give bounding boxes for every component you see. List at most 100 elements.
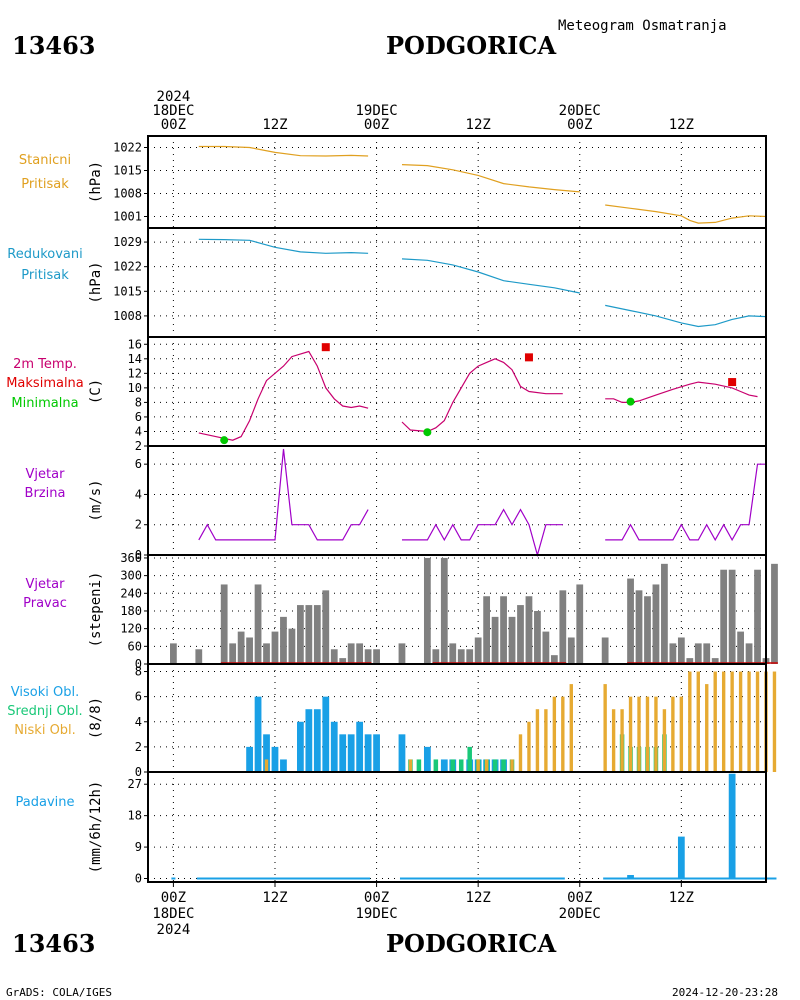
y-tick-label: 180 [120,604,142,618]
direction-bar [423,557,431,664]
series-line [401,164,580,193]
panel-label: Padavine [16,795,75,810]
direction-bar [364,649,372,664]
y-tick-label: 360 [120,551,142,565]
y-tick-label: 2 [135,740,142,754]
top-time-label: 00Z [364,117,389,133]
y-tick-label: 1022 [113,141,142,155]
y-axis-label: (hPa) [88,161,104,203]
y-tick-label: 1015 [113,164,142,178]
direction-bar [754,569,761,664]
low-cloud-bar [662,709,667,772]
direction-bar [246,637,253,664]
y-tick-label: 0 [135,872,142,886]
y-tick-label: 4 [135,424,142,438]
panel-label: Brzina [25,486,66,501]
high-cloud-bar [271,746,279,772]
y-tick-label: 6 [135,690,142,704]
low-cloud-bar [721,671,726,772]
y-tick-label: 1001 [113,210,142,224]
series-line [198,350,369,441]
low-cloud-bar [552,696,557,772]
low-cloud-bar [544,709,548,772]
bottom-time-label: 00Z [567,890,592,906]
low-cloud-bar [620,709,624,772]
station-id-top: 13463 [12,31,96,60]
panel-label: Stanicni [19,153,71,168]
low-cloud-bar [408,759,413,772]
high-cloud-bar [398,734,406,772]
series-line [198,238,369,254]
direction-bar [661,563,668,664]
y-tick-label: 14 [128,352,142,366]
panel-frame [147,336,767,447]
series-line [198,448,369,541]
mid-cloud-bar [416,759,422,772]
y-tick-label: 0 [135,765,142,779]
direction-bar [567,637,575,664]
bottom-time-label: 12Z [262,890,287,906]
y-tick-label: 60 [128,639,142,653]
high-cloud-bar [305,709,313,772]
panel-label: Redukovani [7,247,82,262]
direction-bar [601,637,609,664]
tmax-marker [728,378,737,387]
panel-2: 1008 1015 1022 1029 (hPa) Redukovani Pritisak [7,227,767,338]
direction-bar [229,643,237,664]
direction-bar [644,596,651,664]
low-cloud-bar [484,759,489,772]
direction-bar [373,649,380,664]
high-cloud-bar [246,746,253,772]
y-tick-label: 0 [135,657,142,671]
station-name-top: PODGORICA [386,31,556,60]
high-cloud-bar [364,734,372,772]
high-cloud-bar [339,734,347,772]
panel-label: Vjetar [26,577,66,592]
y-tick-label: 300 [120,569,142,583]
station-id-bottom: 13463 [12,929,96,958]
high-cloud-bar [423,746,431,772]
high-cloud-bar [347,734,355,772]
high-cloud-bar [296,721,304,772]
low-cloud-bar [654,696,658,772]
series-line [402,508,563,558]
mid-cloud-bar [501,759,506,772]
panels: 1001100810151022(hPa)StanicniPritisak100… [6,135,778,886]
y-tick-label: 9 [135,840,142,854]
y-axis-label: (mm/6h/12h) [88,781,104,874]
direction-bar [254,584,262,664]
y-tick-label: 1029 [113,235,142,249]
direction-bar [550,655,558,664]
direction-bar [491,616,499,664]
direction-bar [280,616,287,664]
low-cloud-bar [747,671,751,772]
top-time-label: 12Z [262,117,287,133]
top-time-label: 19DEC [355,103,397,119]
high-cloud-bar [254,696,262,772]
y-tick-label: 8 [135,395,142,409]
direction-bar [305,605,313,664]
high-cloud-bar [373,734,380,772]
low-cloud-bar [696,671,700,772]
direction-bar [728,569,736,664]
direction-bar [534,610,541,664]
low-cloud-bar [561,696,565,772]
direction-bar [288,628,296,664]
direction-bar [703,643,711,664]
panel-label: Pritisak [21,268,69,283]
panel-5: 0 60 120 180 240 300 360 (stepeni) Vjetar Pravac [23,551,778,671]
direction-bar [635,590,643,664]
direction-bar [500,596,507,664]
direction-bar [711,658,719,664]
high-cloud-bar [263,734,270,772]
panel-label: Maksimalna [6,376,84,391]
mid-cloud-bar [467,746,472,772]
low-cloud-bar [527,721,531,772]
direction-bar [237,631,245,664]
direction-bar [449,643,457,664]
y-tick-label: 1008 [113,187,142,201]
top-time-label: 2024 [157,89,191,105]
grads-credit: GrADS: COLA/IGES [6,986,112,999]
direction-bar [322,590,330,664]
